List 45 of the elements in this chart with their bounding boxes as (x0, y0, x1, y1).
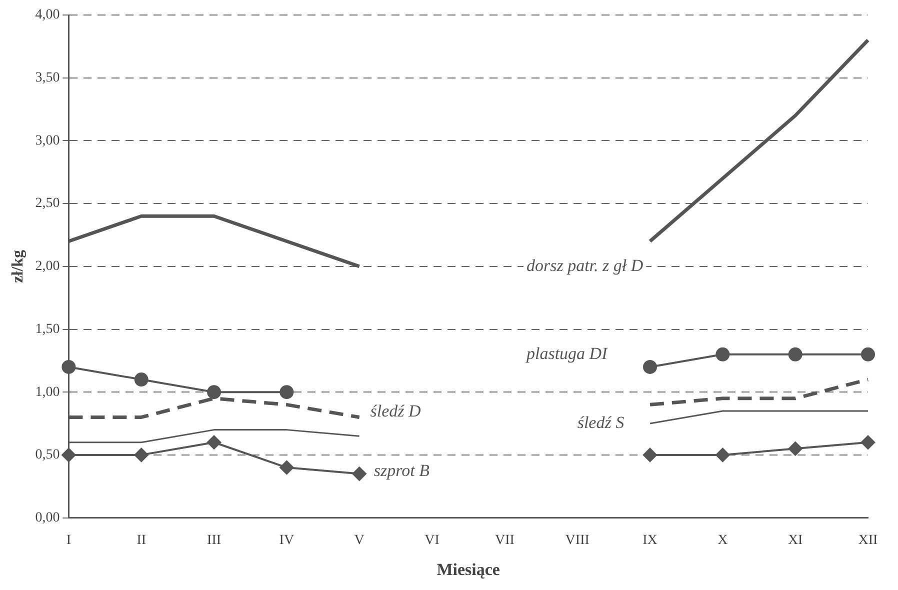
point (861, 347, 875, 362)
point (643, 360, 658, 374)
x-axis-title: Miesiące (436, 560, 500, 580)
point (62, 360, 76, 374)
y-tick-label: 3,50 (35, 70, 60, 86)
series-label: śledź D (370, 402, 422, 421)
x-tick-label: X (718, 532, 728, 548)
y-tick-label: 4,00 (35, 8, 60, 23)
x-tick-label: VII (494, 532, 515, 548)
series-label: dorsz patr. z gł D (526, 256, 644, 275)
series-label: śledź S (577, 412, 625, 432)
x-tick-label: V (354, 532, 364, 548)
y-axis-title: zł/kg (10, 250, 27, 283)
x-tick-label: I (66, 532, 72, 548)
x-tick-label: XII (858, 532, 878, 548)
y-tick-label: 1,50 (35, 322, 60, 337)
y-tick-label: 0,50 (35, 448, 60, 463)
x-tick-label: VI (424, 532, 440, 548)
y-tick-label: 2,00 (35, 259, 60, 274)
point (643, 448, 658, 462)
x-tick-label: IV (279, 532, 294, 548)
point (788, 347, 802, 362)
y-tick-label: 2,50 (35, 196, 60, 212)
text: plastuga DI (525, 344, 609, 363)
y-tick-label: 1,00 (35, 384, 60, 400)
point (788, 442, 802, 456)
point (207, 435, 222, 450)
point (716, 347, 730, 362)
point (62, 448, 76, 462)
x-tick-label: IX (642, 532, 658, 548)
x-tick-label: III (207, 532, 222, 548)
point (134, 372, 148, 387)
y-tick-label: 3,00 (35, 133, 60, 148)
x-tick-label: II (136, 532, 146, 548)
point (861, 435, 875, 450)
point (134, 448, 148, 462)
point (352, 466, 366, 481)
y-tick-label: 0,00 (35, 510, 60, 526)
point (716, 448, 730, 462)
point (207, 385, 222, 400)
x-tick-label: XI (788, 532, 804, 548)
series-label: szprot B (374, 460, 430, 480)
x-tick-label: VIII (565, 532, 590, 548)
point (280, 385, 294, 400)
point (280, 460, 294, 475)
